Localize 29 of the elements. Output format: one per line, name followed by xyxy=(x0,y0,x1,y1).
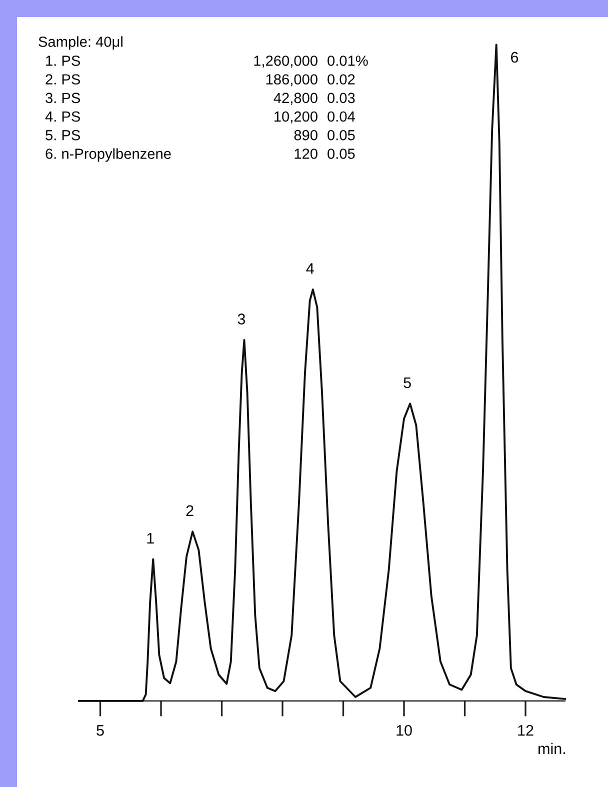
annotation: 2. PS xyxy=(46,74,80,85)
annotation: 1 xyxy=(147,533,154,544)
annotation: 42,800 xyxy=(274,92,318,105)
x-axis-title: min. xyxy=(538,742,565,754)
annotation: 120 xyxy=(294,148,318,159)
annotation: 1,260,000 xyxy=(254,56,318,68)
annotation: 0.05 xyxy=(328,130,355,140)
annotation: 0.05 xyxy=(328,148,355,159)
annotation: 4. PS xyxy=(45,111,80,122)
x-tick-label: 5 xyxy=(96,725,104,736)
annotation: 4 xyxy=(306,263,314,274)
annotation: 3. PS xyxy=(46,92,80,104)
annotation: Sample: 40μl xyxy=(38,36,122,50)
annotation: 6. n-Propylbenzene xyxy=(46,148,171,162)
annotation: 1. PS xyxy=(46,56,80,66)
annotation: 0.02 xyxy=(328,74,355,85)
annotation: 5. PS xyxy=(46,130,80,140)
annotation: 5 xyxy=(404,377,411,388)
annotation: 0.04 xyxy=(328,111,355,122)
annotation: 890 xyxy=(294,130,318,140)
annotation: 2 xyxy=(186,505,194,516)
x-tick-label: 12 xyxy=(518,724,534,736)
annotation: 6 xyxy=(511,52,518,63)
annotation: 186,000 xyxy=(266,74,318,86)
x-tick-label: 10 xyxy=(396,724,412,736)
annotation: 10,200 xyxy=(274,111,318,124)
annotation: 0.01% xyxy=(328,56,368,66)
annotation: 0.03 xyxy=(328,92,355,104)
annotation: 3 xyxy=(238,314,246,324)
